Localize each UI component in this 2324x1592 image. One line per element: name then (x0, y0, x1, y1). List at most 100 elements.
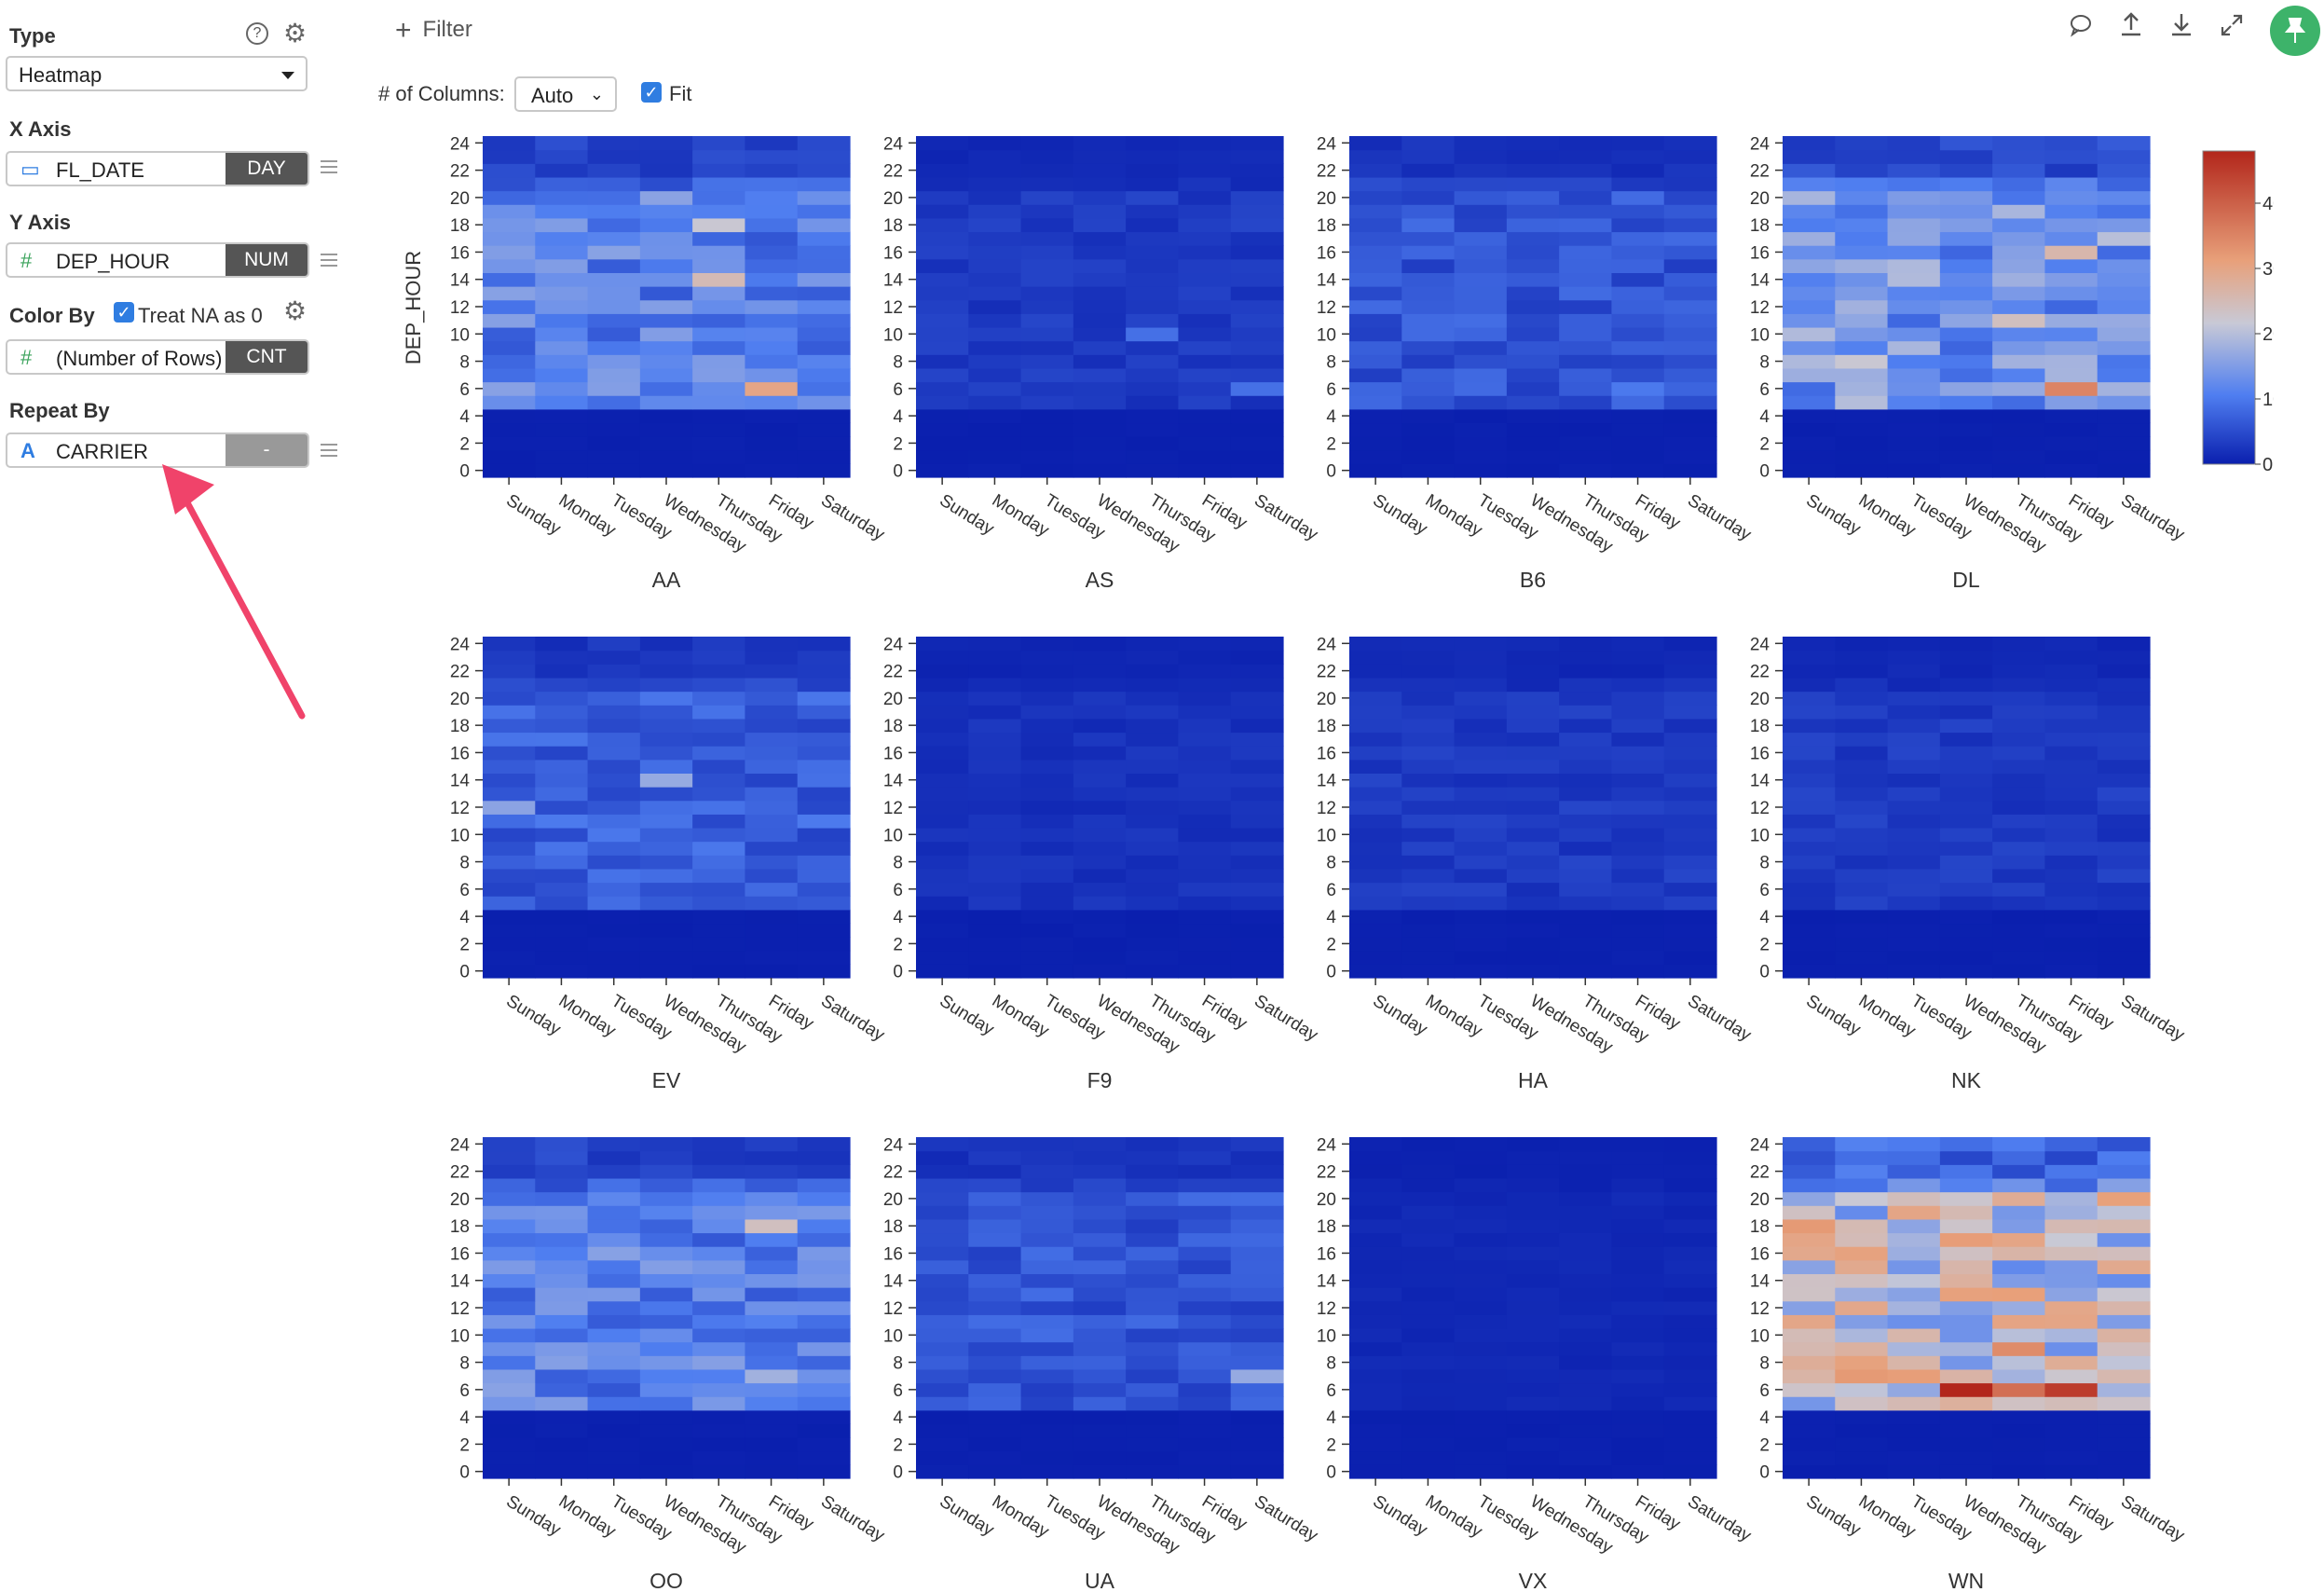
heatmap-cell (1230, 1287, 1284, 1302)
heatmap-cell (1349, 964, 1402, 979)
heatmap-cell (916, 718, 969, 734)
download-icon[interactable] (2169, 11, 2194, 44)
heatmap-cell (1835, 787, 1889, 802)
heatmap-cell (1559, 381, 1613, 396)
heatmap-cell (916, 422, 969, 437)
heatmap-cell (1559, 882, 1613, 897)
heatmap-cell (1506, 149, 1560, 164)
heatmap-cell (745, 190, 799, 205)
y-axis-aggregation[interactable]: NUM (226, 244, 308, 276)
heatmap-cell (587, 1327, 641, 1343)
y-tick-label: 4 (1326, 908, 1336, 927)
heatmap-cell (1611, 449, 1665, 464)
upload-icon[interactable] (2119, 11, 2143, 44)
heatmap-cell (968, 1137, 1022, 1152)
heatmap-cell (797, 258, 851, 273)
y-axis-field[interactable]: # DEP_HOUR NUM (6, 242, 309, 278)
color-by-field[interactable]: # (Number of Rows) CNT (6, 339, 309, 375)
heatmap-cell (968, 1314, 1022, 1329)
heatmap-cell (483, 705, 536, 720)
heatmap-cell (639, 190, 693, 205)
heatmap-cell (916, 204, 969, 219)
heatmap-cell (1835, 650, 1889, 665)
heatmap-cell (639, 1423, 693, 1438)
heatmap-cell (1506, 245, 1560, 260)
heatmap-cell (1349, 1341, 1402, 1356)
help-icon[interactable]: ? (246, 22, 268, 45)
heatmap-cell (745, 937, 799, 952)
heatmap-cell (692, 258, 746, 273)
heatmap-cell (1783, 176, 1836, 192)
heatmap-cell (745, 718, 799, 734)
heatmap-cell (483, 1341, 536, 1356)
heatmap-cell (1126, 1423, 1180, 1438)
heatmap-cell (1783, 909, 1836, 925)
heatmap-cell (639, 176, 693, 192)
heatmap-cell (692, 732, 746, 747)
heatmap-cell (1611, 800, 1665, 815)
heatmap-cell (483, 1150, 536, 1165)
heatmap-cell (2097, 1437, 2151, 1452)
heatmap-cell (1178, 258, 1232, 273)
y-tick-label: 4 (893, 407, 903, 427)
heatmap-cell (797, 1205, 851, 1220)
repeat-by-aggregation[interactable]: - (226, 434, 308, 466)
heatmap-cell (639, 163, 693, 178)
heatmap-cell (1939, 841, 1993, 856)
heatmap-cell (797, 773, 851, 788)
repeat-by-menu-icon[interactable] (321, 444, 337, 457)
heatmap-cell (1506, 381, 1560, 396)
heatmap-cell (1020, 1137, 1074, 1152)
heatmap-cell (587, 1259, 641, 1274)
heatmap-cell (1992, 1437, 2046, 1452)
heatmap-cell (639, 326, 693, 342)
color-by-gear-icon[interactable]: ⚙ (283, 296, 308, 325)
comment-icon[interactable] (2069, 13, 2093, 44)
heatmap-cell (1663, 868, 1717, 884)
y-tick-label: 16 (883, 243, 903, 263)
heatmap-cell (1454, 313, 1508, 328)
heatmap-cell (1783, 868, 1836, 884)
heatmap-cell (1559, 1396, 1613, 1411)
gear-icon[interactable]: ⚙ (283, 19, 308, 48)
heatmap-cell (1783, 650, 1836, 665)
heatmap-cell (2097, 176, 2151, 192)
x-axis-field[interactable]: ▭ FL_DATE DAY (6, 151, 309, 186)
color-by-aggregation[interactable]: CNT (226, 341, 308, 373)
x-axis-aggregation[interactable]: DAY (226, 153, 308, 185)
heatmap-cell (2044, 814, 2098, 829)
heatmap-cell (535, 650, 589, 665)
heatmap-cell (1887, 217, 1941, 233)
heatmap-cell (1178, 367, 1232, 383)
heatmap-cell (483, 650, 536, 665)
heatmap-cell (2097, 1246, 2151, 1261)
pin-icon[interactable] (2270, 6, 2320, 56)
x-axis-menu-icon[interactable] (321, 160, 337, 173)
heatmap-cell (1611, 395, 1665, 410)
heatmap-cell (1939, 408, 1993, 424)
caret-down-icon (281, 72, 294, 79)
heatmap-cell (1230, 258, 1284, 273)
heatmap-cell (1559, 1409, 1613, 1425)
heatmap-cell (1992, 176, 2046, 192)
heatmap-cell (968, 705, 1022, 720)
add-filter-button[interactable]: + Filter (395, 15, 472, 47)
heatmap-cell (1939, 1450, 1993, 1465)
y-axis-menu-icon[interactable] (321, 254, 337, 267)
heatmap-cell (1126, 1450, 1180, 1465)
heatmap-cell (1992, 1273, 2046, 1288)
expand-icon[interactable] (2220, 13, 2244, 44)
heatmap-cell (1126, 299, 1180, 314)
columns-select[interactable]: Auto ⌄ (514, 76, 617, 112)
heatmap-cell (1783, 718, 1836, 734)
repeat-by-field[interactable]: A CARRIER - (6, 432, 309, 468)
heatmap-cell (2044, 732, 2098, 747)
treat-na-checkbox[interactable]: ✓ (114, 302, 134, 323)
heatmap-cell (1020, 190, 1074, 205)
heatmap-cell (2044, 1423, 2098, 1438)
fit-checkbox[interactable]: ✓ (641, 82, 662, 103)
heatmap-cell (692, 1355, 746, 1370)
heatmap-cell (916, 245, 969, 260)
chart-type-select[interactable]: Heatmap (6, 56, 308, 91)
heatmap-cell (639, 896, 693, 911)
